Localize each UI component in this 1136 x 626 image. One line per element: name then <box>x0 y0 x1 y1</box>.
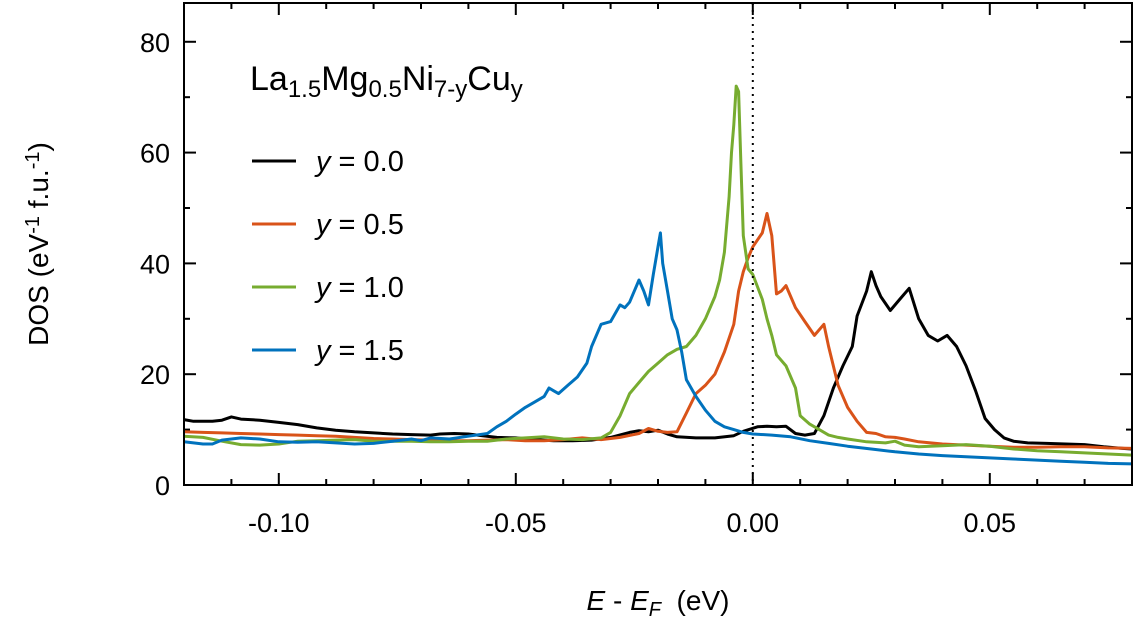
y-tick-label: 40 <box>140 249 170 279</box>
legend-label-2: y = 1.0 <box>314 272 404 304</box>
rich-text-part: E <box>630 585 649 616</box>
legend-label-1: y = 0.5 <box>314 209 404 241</box>
legend-label-3: y = 1.5 <box>314 335 404 367</box>
x-tick-label: -0.05 <box>485 508 547 538</box>
rich-text-part: F <box>649 599 663 621</box>
series-line-3 <box>183 231 1133 466</box>
rich-text-part: -1 <box>22 152 44 170</box>
legend-label-0: y = 0.0 <box>314 146 404 178</box>
legend-value: = 1.0 <box>331 272 404 304</box>
y-tick-label: 20 <box>140 360 170 390</box>
rich-text-part: Cu <box>467 60 510 98</box>
rich-text-part: 1.5 <box>288 76 321 103</box>
x-tick-label: 0.00 <box>727 508 780 538</box>
rich-text-part: ) <box>23 142 54 151</box>
series-layer <box>183 84 1133 466</box>
rich-text-part: E <box>587 585 606 616</box>
rich-text-part: f.u. <box>23 169 54 216</box>
legend: y = 0.0y = 0.5y = 1.0y = 1.5 <box>252 146 404 367</box>
rich-text-part: DOS (eV <box>23 233 54 345</box>
rich-text-part: -1 <box>22 216 44 234</box>
rich-text-part: Mg <box>321 60 368 98</box>
legend-value: = 0.5 <box>331 209 404 241</box>
series-line-2 <box>183 84 1133 457</box>
series-line-0 <box>183 270 1133 451</box>
rich-text-part: Ni <box>402 60 434 98</box>
y-axis-label: DOS (eV-1 f.u.-1) <box>22 142 54 346</box>
legend-value: = 1.5 <box>331 335 404 367</box>
plot-frame <box>183 2 1133 486</box>
legend-variable: y <box>314 146 332 178</box>
legend-variable: y <box>314 272 332 304</box>
x-tick-label: -0.10 <box>248 508 310 538</box>
legend-variable: y <box>314 209 332 241</box>
rich-text-part: y <box>511 76 523 103</box>
rich-text-part: La <box>250 60 288 98</box>
x-tick-label: 0.05 <box>964 508 1017 538</box>
chart-title: La1.5Mg0.5Ni7-yCuy <box>250 60 523 103</box>
y-tick-label: 0 <box>155 471 170 501</box>
tick-labels: -0.10 -0.05 0.00 0.05 0 20 40 60 80 <box>140 28 1016 538</box>
legend-variable: y <box>314 335 332 367</box>
y-tick-label: 80 <box>140 28 170 58</box>
rich-text-part: (eV) <box>661 585 729 616</box>
rich-text-part: - <box>605 585 630 616</box>
rich-text-part: 0.5 <box>368 76 401 103</box>
legend-value: = 0.0 <box>331 146 404 178</box>
rich-text-part: 7-y <box>434 76 467 103</box>
y-tick-label: 60 <box>140 139 170 169</box>
series-line-1 <box>183 212 1133 450</box>
x-axis-label: E - EF (eV) <box>587 585 730 621</box>
